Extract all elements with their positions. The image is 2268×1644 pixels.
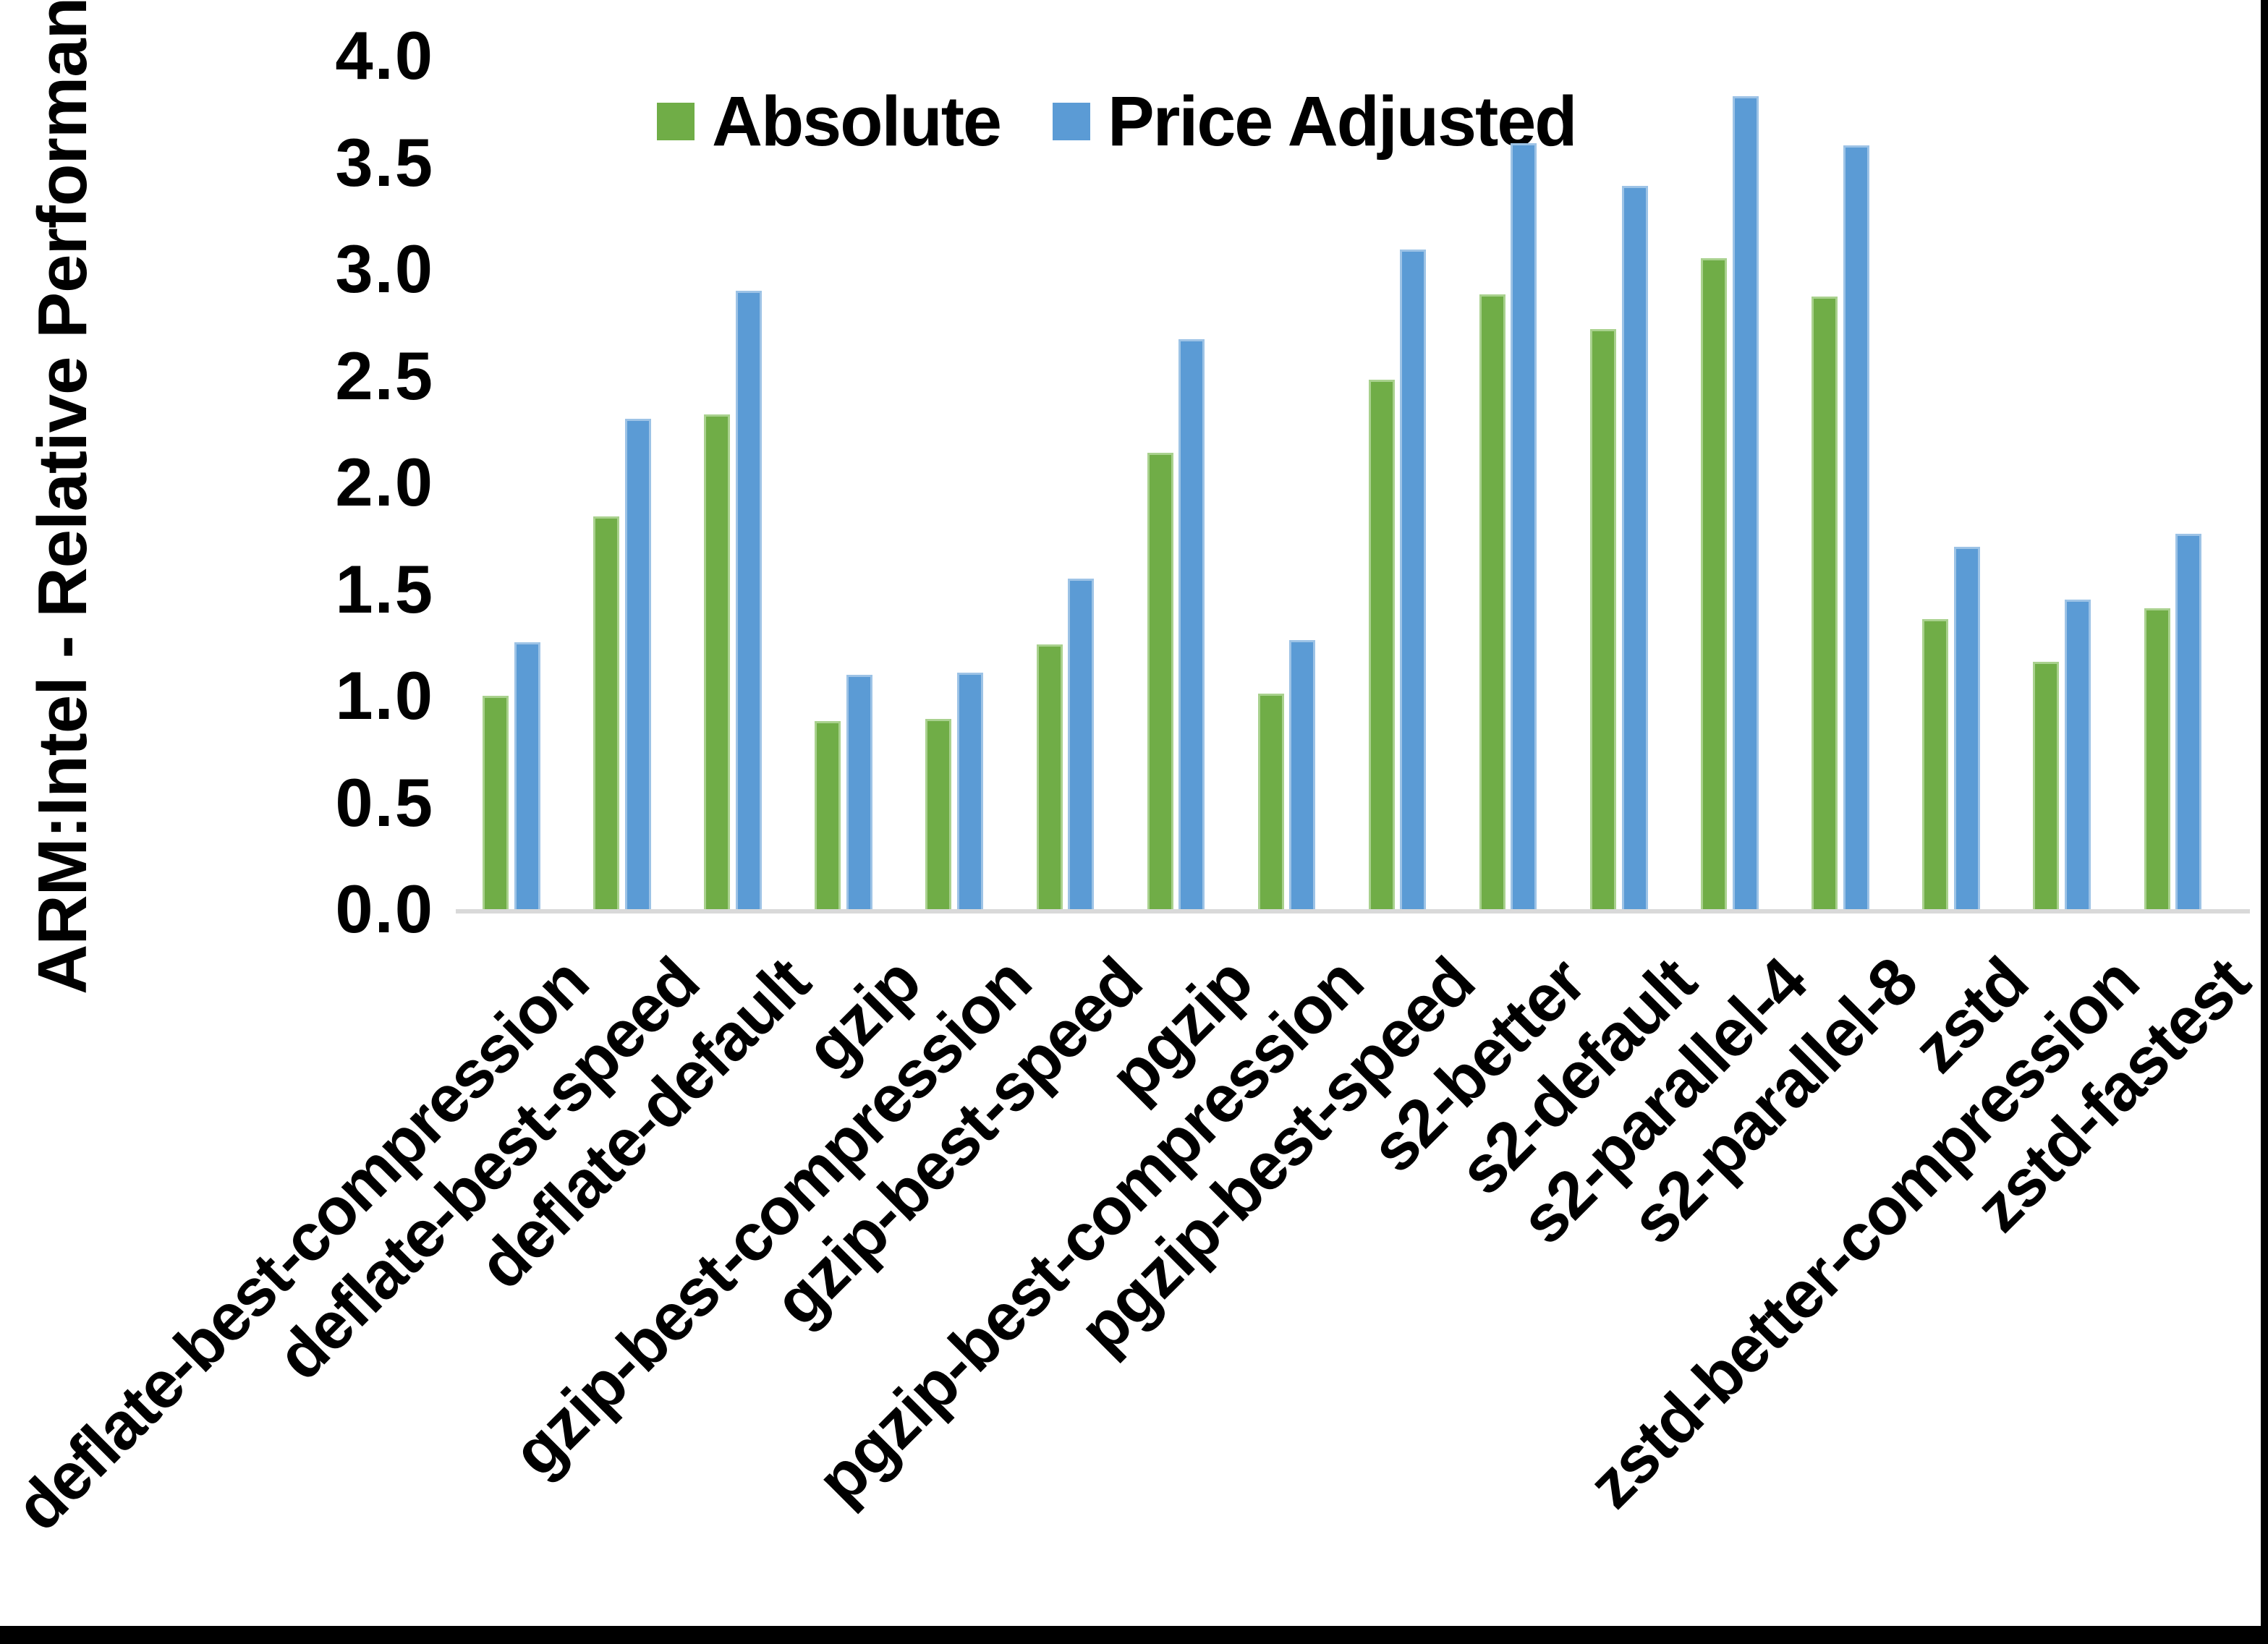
- bar-zstd-price-adjusted: [1953, 546, 1980, 909]
- bar-deflate-best-speed-absolute: [593, 516, 620, 909]
- bar-s2-parallel-4-absolute: [1701, 258, 1728, 909]
- bar-zstd-fastest-price-adjusted: [2175, 533, 2201, 909]
- legend-item-price-adjusted: Price Adjusted: [1052, 81, 1578, 162]
- legend-label-absolute: Absolute: [712, 82, 1002, 161]
- bar-deflate-default-absolute: [704, 414, 731, 909]
- right-edge-border: [2261, 0, 2268, 1644]
- y-tick-label: 4.0: [335, 17, 434, 93]
- y-tick-label: 0.0: [335, 871, 434, 947]
- bar-pgzip-best-speed-price-adjusted: [1400, 250, 1427, 909]
- y-tick-label: 1.5: [335, 550, 434, 627]
- y-tick-label: 2.0: [335, 444, 434, 520]
- bottom-edge-border: [0, 1626, 2268, 1644]
- bar-pgzip-price-adjusted: [1178, 339, 1205, 909]
- bar-gzip-best-speed-price-adjusted: [1068, 578, 1094, 909]
- price-adjusted-series-swatch-icon: [1052, 103, 1090, 140]
- bar-zstd-absolute: [1922, 618, 1949, 909]
- bar-s2-better-price-adjusted: [1511, 142, 1537, 909]
- bar-gzip-price-adjusted: [846, 674, 872, 909]
- absolute-series-swatch-icon: [657, 103, 695, 140]
- y-tick-label: 3.5: [335, 124, 434, 200]
- bar-zstd-better-compression-absolute: [2033, 661, 2060, 909]
- bar-s2-default-absolute: [1590, 328, 1616, 909]
- bar-s2-parallel-8-absolute: [1812, 297, 1838, 909]
- bar-pgzip-best-compression-price-adjusted: [1289, 640, 1316, 909]
- bar-gzip-best-compression-absolute: [925, 719, 952, 909]
- y-tick-label: 1.0: [335, 657, 434, 733]
- bar-deflate-best-compression-price-adjusted: [514, 642, 540, 909]
- bar-s2-default-price-adjusted: [1621, 185, 1648, 909]
- bar-zstd-better-compression-price-adjusted: [2064, 600, 2091, 909]
- bar-s2-parallel-8-price-adjusted: [1843, 145, 1869, 909]
- y-tick-label: 3.0: [335, 231, 434, 307]
- bar-zstd-fastest-absolute: [2144, 608, 2170, 909]
- bar-pgzip-absolute: [1147, 452, 1173, 909]
- legend: Absolute Price Adjusted: [657, 81, 1578, 162]
- bar-gzip-best-speed-absolute: [1036, 644, 1063, 909]
- bar-s2-parallel-4-price-adjusted: [1732, 96, 1759, 909]
- legend-item-absolute: Absolute: [657, 81, 1002, 162]
- bar-pgzip-best-speed-absolute: [1368, 380, 1395, 909]
- bar-deflate-best-speed-price-adjusted: [624, 418, 651, 909]
- y-tick-label: 2.5: [335, 337, 434, 414]
- bar-s2-better-absolute: [1479, 294, 1505, 909]
- legend-label-price-adjusted: Price Adjusted: [1107, 82, 1578, 161]
- bar-pgzip-best-compression-absolute: [1257, 694, 1284, 909]
- bar-deflate-best-compression-absolute: [483, 696, 509, 909]
- x-axis-line: [456, 909, 2250, 913]
- bar-gzip-absolute: [815, 721, 841, 909]
- y-tick-label: 0.5: [335, 764, 434, 840]
- bar-gzip-best-compression-price-adjusted: [956, 672, 983, 909]
- bar-deflate-default-price-adjusted: [735, 290, 762, 909]
